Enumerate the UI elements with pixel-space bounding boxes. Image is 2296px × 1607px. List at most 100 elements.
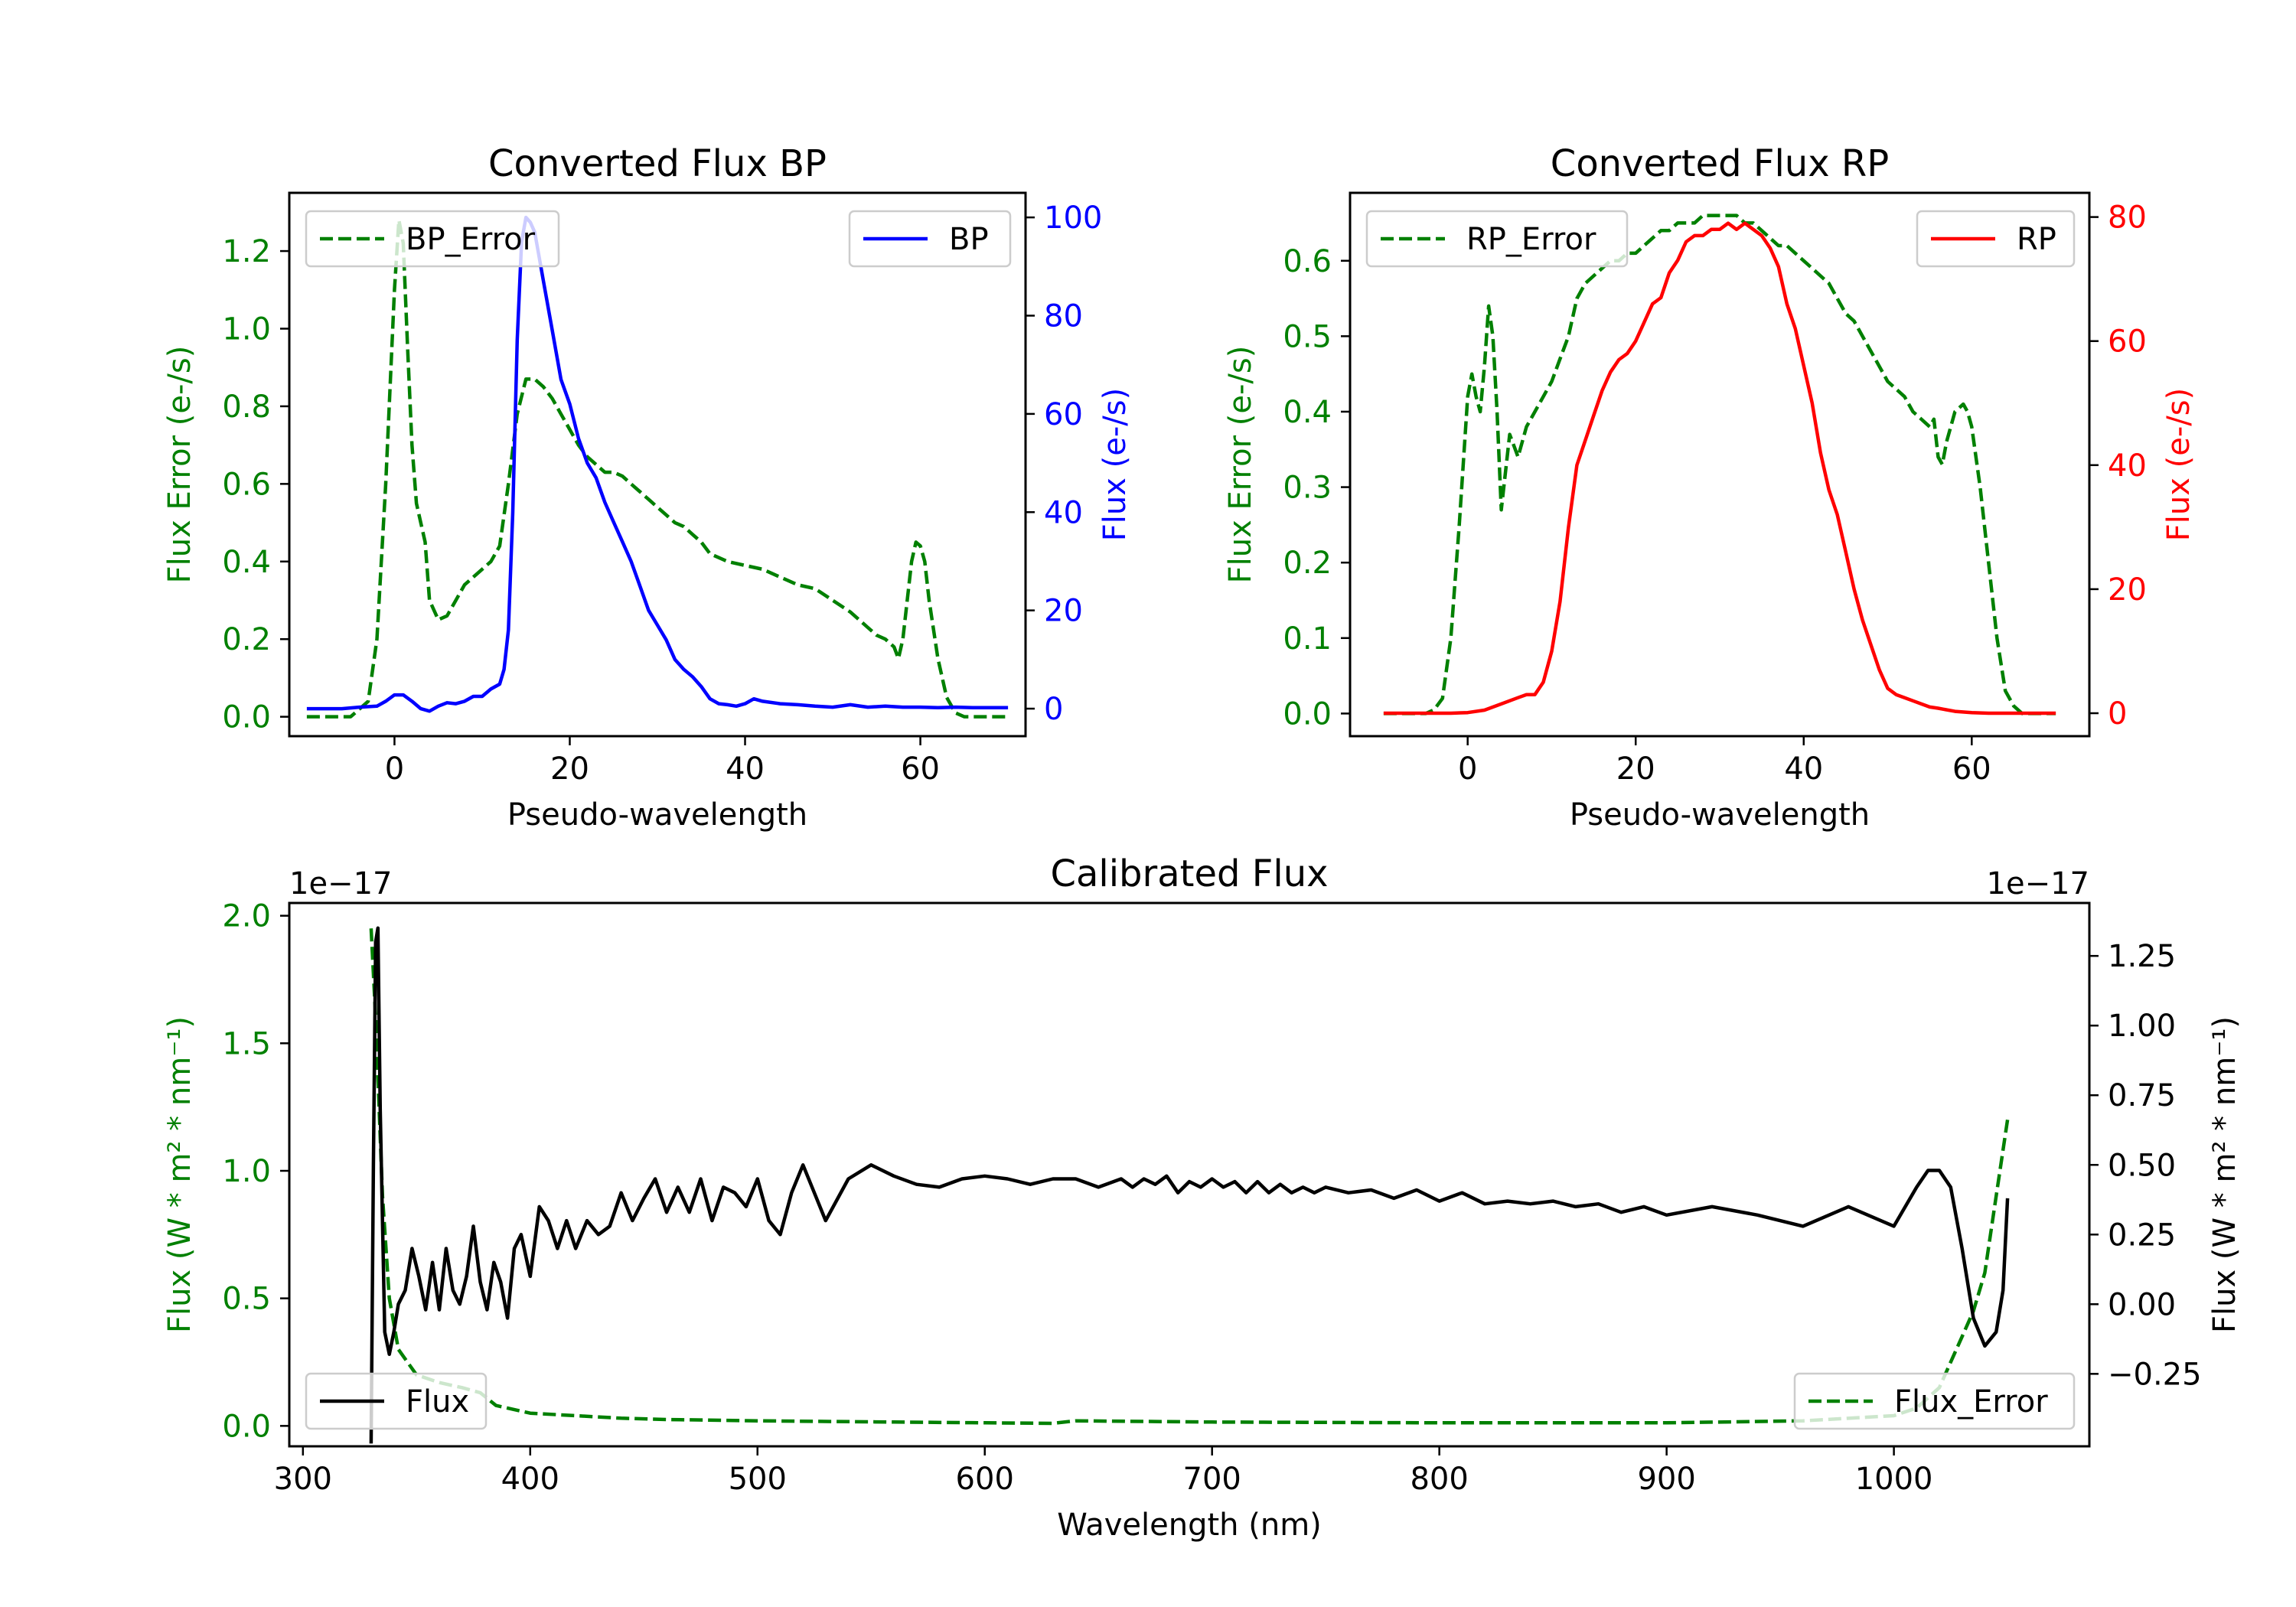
x-tick-label: 60 [1952,751,1991,787]
y-left-offset-label: 1e−17 [289,866,392,901]
y-left-tick-label: 0.3 [1283,471,1332,506]
y-left-tick-label: 0.4 [222,545,271,580]
series-line-flux-error [369,928,2010,1426]
y-left-tick-label: 0.6 [222,467,271,502]
y-right-tick-label: 40 [1044,495,1083,530]
y-left-tick-label: 0.5 [1283,319,1332,354]
y-right-tick-label: 1.25 [2108,939,2176,974]
x-axis-label: Pseudo-wavelength [1570,797,1870,833]
y-left-axis-label: Flux Error (e-/s) [1223,346,1258,584]
x-tick-label: 500 [729,1462,787,1497]
x-tick-label: 40 [1784,751,1823,787]
y-right-tick-label: 0.50 [2108,1148,2176,1183]
x-tick-label: 400 [501,1462,559,1497]
x-tick-label: 60 [901,751,940,787]
x-tick-label: 700 [1183,1462,1241,1497]
y-right-axis-label: Flux (W * m² * nm⁻¹) [2207,1016,2242,1333]
y-right-tick-label: 60 [1044,397,1083,432]
legend-label: RP [2017,222,2056,257]
x-axis-label: Wavelength (nm) [1057,1508,1322,1543]
x-tick-label: 900 [1637,1462,1695,1497]
series-line-rp [1383,221,2056,715]
y-left-tick-label: 0.4 [1283,395,1332,430]
x-tick-label: 20 [1616,751,1655,787]
y-right-tick-label: 20 [2108,572,2147,608]
chart-title: Converted Flux BP [488,142,827,185]
legend-frame [305,1372,488,1430]
y-left-tick-label: 0.2 [222,622,271,657]
y-left-tick-label: 0.5 [222,1282,271,1317]
subplot-rp: 0 20 40 60 0.0 0.1 0.2 0.3 0.4 0.5 0.6 0 20 40 60 80 Con… [1223,142,2197,833]
y-right-tick-label: 0 [2108,696,2127,732]
y-right-tick-label: 40 [2108,448,2147,484]
x-tick-label: 20 [550,751,589,787]
y-right-tick-label: −0.25 [2108,1357,2202,1392]
y-right-tick-label: 60 [2108,324,2147,360]
x-tick-label: 1000 [1855,1462,1933,1497]
x-tick-label: 800 [1410,1462,1468,1497]
legend-rp: RP [1916,210,2076,268]
y-left-tick-label: 0.0 [222,1409,271,1444]
x-tick-label: 300 [274,1462,332,1497]
x-tick-label: 600 [956,1462,1014,1497]
y-left-tick-label: 0.1 [1283,621,1332,657]
legend-label: BP_Error [406,222,536,257]
y-right-tick-label: 1.00 [2108,1009,2176,1044]
y-left-axis-label: Flux Error (e-/s) [162,346,197,584]
legend-frame [305,210,560,268]
y-left-tick-label: 0.0 [222,700,271,735]
y-left-tick-label: 1.0 [222,312,271,347]
series-line-rp-error [1383,214,2056,715]
y-right-tick-label: 80 [2108,200,2147,236]
legend-frame [1365,210,1629,268]
legend-label: Flux [406,1384,469,1420]
y-left-tick-label: 1.2 [222,234,271,269]
subplot-cal: 300 400 500 600 700 800 900 1000 0.0 0.5 1.0 1.5 2.0… [162,852,2242,1543]
y-right-tick-label: 20 [1044,594,1083,629]
y-left-tick-label: 0.0 [1283,696,1332,732]
legend-flux-error: Flux_Error [1793,1372,2076,1430]
y-right-tick-label: 80 [1044,298,1083,334]
y-left-tick-label: 2.0 [222,899,271,934]
y-right-tick-label: 100 [1044,200,1102,236]
y-right-offset-label: 1e−17 [1987,866,2089,901]
plot-frame [288,901,2091,1448]
y-right-tick-label: 0.25 [2108,1217,2176,1253]
legend-frame [1793,1372,2076,1430]
y-left-tick-label: 1.5 [222,1026,271,1061]
legend-bp: BP [848,210,1012,268]
chart-title: Calibrated Flux [1050,852,1328,895]
series-line-bp-error [306,218,1009,719]
legend-frame [848,210,1012,268]
chart-title: Converted Flux RP [1551,142,1889,185]
legend-label: Flux_Error [1894,1384,2048,1420]
y-left-tick-label: 0.2 [1283,546,1332,581]
legend-flux: Flux [305,1372,488,1430]
series-group [369,926,2010,1444]
legend-label: BP [949,222,989,257]
y-right-tick-label: 0.00 [2108,1287,2176,1322]
y-left-tick-label: 0.6 [1283,244,1332,279]
y-right-tick-label: 0 [1044,692,1063,727]
legend-rp-error: RP_Error [1365,210,1629,268]
x-tick-label: 0 [1458,751,1477,787]
y-right-tick-label: 0.75 [2108,1078,2176,1113]
x-tick-label: 0 [385,751,404,787]
plot-frame [288,191,1027,738]
y-right-axis-label: Flux (e-/s) [1097,388,1133,541]
series-line-bp [306,215,1009,713]
y-right-axis-label: Flux (e-/s) [2161,388,2197,541]
y-left-axis-label: Flux (W * m² * nm⁻¹) [162,1016,197,1333]
series-group [306,215,1009,719]
x-axis-label: Pseudo-wavelength [507,797,807,833]
subplot-bp: 0 20 40 60 0.0 0.2 0.4 0.6 0.8 1.0 1.2 0 20 40 60 80 100… [162,142,1133,833]
legend-label: RP_Error [1466,222,1596,257]
series-group [1383,214,2056,715]
legend-bp-error: BP_Error [305,210,560,268]
legend-frame [1916,210,2076,268]
y-left-tick-label: 1.0 [222,1154,271,1189]
series-line-flux [369,926,2010,1444]
y-left-tick-label: 0.8 [222,390,271,425]
